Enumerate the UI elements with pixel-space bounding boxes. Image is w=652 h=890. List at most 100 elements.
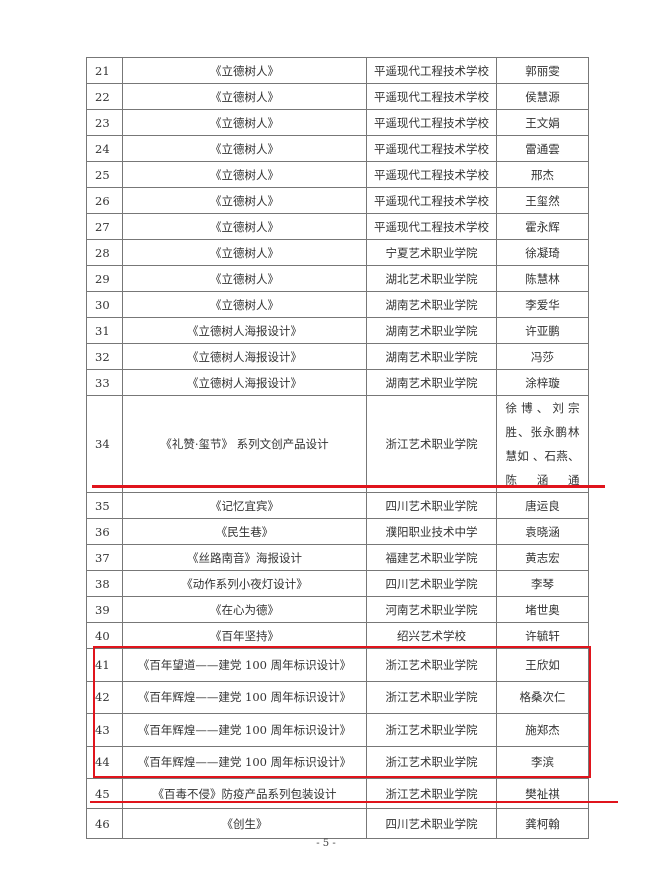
- school-name: 浙江艺术职业学院: [366, 648, 497, 682]
- work-title: 《百年辉煌——建党 100 周年标识设计》: [122, 680, 367, 714]
- school-name: 福建艺术职业学院: [366, 544, 497, 571]
- school-name: 四川艺术职业学院: [366, 492, 497, 519]
- school-name: 浙江艺术职业学院: [366, 713, 497, 747]
- work-title: 《立德树人海报设计》: [122, 343, 367, 370]
- author-name: 李琴: [496, 570, 589, 597]
- table-row: 30 《立德树人》 湖南艺术职业学院 李爱华: [86, 291, 589, 318]
- school-name: 平遥现代工程技术学校: [366, 187, 497, 214]
- author-name: 霍永辉: [496, 213, 589, 240]
- table-row: 26 《立德树人》 平遥现代工程技术学校 王玺然: [86, 187, 589, 214]
- author-name: 李爱华: [496, 291, 589, 318]
- table-row: 33 《立德树人海报设计》 湖南艺术职业学院 涂梓璇: [86, 369, 589, 396]
- row-number: 34: [86, 395, 123, 493]
- work-title: 《立德树人》: [122, 239, 367, 266]
- award-list-table: 21 《立德树人》 平遥现代工程技术学校 郭丽雯 22 《立德树人》 平遥现代工程技术学校侯…: [86, 57, 589, 839]
- work-title: 《立德树人》: [122, 83, 367, 110]
- work-title: 《百年望道——建党 100 周年标识设计》: [122, 648, 367, 682]
- row-number: 36: [86, 518, 123, 545]
- school-name: 四川艺术职业学院: [366, 570, 497, 597]
- table-row: 41 《百年望道——建党 100 周年标识设计》 浙江艺术职业学院 王欣如: [86, 648, 589, 682]
- work-title: 《百年辉煌——建党 100 周年标识设计》: [122, 745, 367, 779]
- school-name: 宁夏艺术职业学院: [366, 239, 497, 266]
- table-body: 21 《立德树人》 平遥现代工程技术学校 郭丽雯 22 《立德树人》 平遥现代工程技术学校侯…: [86, 57, 589, 839]
- author-name: 唐运良: [496, 492, 589, 519]
- table-row: 43 《百年辉煌——建党 100 周年标识设计》 浙江艺术职业学院 施郑杰: [86, 713, 589, 747]
- work-title: 《立德树人》: [122, 135, 367, 162]
- school-name: 四川艺术职业学院: [366, 808, 497, 839]
- table-row: 39 《在心为德》 河南艺术职业学院 堵世奥: [86, 596, 589, 623]
- school-name: 平遥现代工程技术学校: [366, 109, 497, 136]
- table-row: 45 《百毒不侵》防疫产品系列包装设计 浙江艺术职业学院 樊祉祺: [86, 778, 589, 809]
- school-name: 平遥现代工程技术学校: [366, 83, 497, 110]
- table-row: 29 《立德树人》 湖北艺术职业学院 陈慧林: [86, 265, 589, 292]
- author-name: 王文娟: [496, 109, 589, 136]
- table-row: 22 《立德树人》 平遥现代工程技术学校 侯慧源: [86, 83, 589, 110]
- author-name: 施郑杰: [496, 713, 589, 747]
- author-names: 徐博、刘宗胜、张永鹏林慧如 、石燕、陈涵通: [505, 401, 580, 487]
- author-name: 龚柯翰: [496, 808, 589, 839]
- row-number: 46: [86, 808, 123, 839]
- red-underline-annotation: [90, 801, 618, 803]
- author-name: 樊祉祺: [496, 778, 589, 809]
- author-name: 王欣如: [496, 648, 589, 682]
- school-name: 绍兴艺术学校: [366, 622, 497, 649]
- row-number: 29: [86, 265, 123, 292]
- author-name: 冯莎: [496, 343, 589, 370]
- row-number: 45: [86, 778, 123, 809]
- table-row: 38 《动作系列小夜灯设计》 四川艺术职业学院 李琴: [86, 570, 589, 597]
- work-title: 《动作系列小夜灯设计》: [122, 570, 367, 597]
- table-row: 34 《礼赞·玺节》 系列文创产品设计 浙江艺术职业学院 徐博、刘宗胜、张永鹏林慧如 …: [86, 395, 589, 493]
- school-name: 湖北艺术职业学院: [366, 265, 497, 292]
- work-title: 《礼赞·玺节》 系列文创产品设计: [122, 395, 367, 493]
- author-name: 黄志宏: [496, 544, 589, 571]
- work-title: 《立德树人》: [122, 213, 367, 240]
- row-number: 42: [86, 680, 123, 714]
- work-title: 《记忆宜宾》: [122, 492, 367, 519]
- row-number: 27: [86, 213, 123, 240]
- work-title: 《丝路南音》海报设计: [122, 544, 367, 571]
- row-number: 39: [86, 596, 123, 623]
- row-number: 33: [86, 369, 123, 396]
- row-number: 37: [86, 544, 123, 571]
- author-name: 陈慧林: [496, 265, 589, 292]
- author-name: 堵世奥: [496, 596, 589, 623]
- work-title: 《百年辉煌——建党 100 周年标识设计》: [122, 713, 367, 747]
- author-name: 雷通雲: [496, 135, 589, 162]
- work-title: 《民生巷》: [122, 518, 367, 545]
- row-number: 35: [86, 492, 123, 519]
- work-title: 《立德树人》: [122, 161, 367, 188]
- school-name: 平遥现代工程技术学校: [366, 57, 497, 84]
- school-name: 平遥现代工程技术学校: [366, 213, 497, 240]
- row-number: 26: [86, 187, 123, 214]
- table-row: 31 《立德树人海报设计》 湖南艺术职业学院 许亚鹏: [86, 317, 589, 344]
- author-name: 格桑次仁: [496, 680, 589, 714]
- school-name: 湖南艺术职业学院: [366, 291, 497, 318]
- row-number: 28: [86, 239, 123, 266]
- table-row: 46 《创生》 四川艺术职业学院 龚柯翰: [86, 808, 589, 839]
- work-title: 《立德树人海报设计》: [122, 369, 367, 396]
- author-name: 邢杰: [496, 161, 589, 188]
- table-row: 40 《百年坚持》 绍兴艺术学校 许毓轩: [86, 622, 589, 649]
- table-row: 35 《记忆宜宾》 四川艺术职业学院 唐运良: [86, 492, 589, 519]
- school-name: 濮阳职业技术中学: [366, 518, 497, 545]
- school-name: 浙江艺术职业学院: [366, 778, 497, 809]
- author-name: 郭丽雯: [496, 57, 589, 84]
- author-name: 袁晓涵: [496, 518, 589, 545]
- school-name: 湖南艺术职业学院: [366, 343, 497, 370]
- author-name: 许毓轩: [496, 622, 589, 649]
- table-row: 36 《民生巷》 濮阳职业技术中学 袁晓涵: [86, 518, 589, 545]
- red-underline-annotation: [92, 485, 605, 488]
- work-title: 《立德树人》: [122, 187, 367, 214]
- table-row: 32 《立德树人海报设计》 湖南艺术职业学院 冯莎: [86, 343, 589, 370]
- author-name: 徐凝琦: [496, 239, 589, 266]
- author-name: 徐博、刘宗胜、张永鹏林慧如 、石燕、陈涵通: [496, 395, 589, 493]
- row-number: 40: [86, 622, 123, 649]
- row-number: 25: [86, 161, 123, 188]
- table-row: 37 《丝路南音》海报设计 福建艺术职业学院 黄志宏: [86, 544, 589, 571]
- work-title: 《立德树人海报设计》: [122, 317, 367, 344]
- school-name: 河南艺术职业学院: [366, 596, 497, 623]
- school-name: 浙江艺术职业学院: [366, 395, 497, 493]
- red-box-annotation: [93, 646, 591, 778]
- author-name: 王玺然: [496, 187, 589, 214]
- row-number: 32: [86, 343, 123, 370]
